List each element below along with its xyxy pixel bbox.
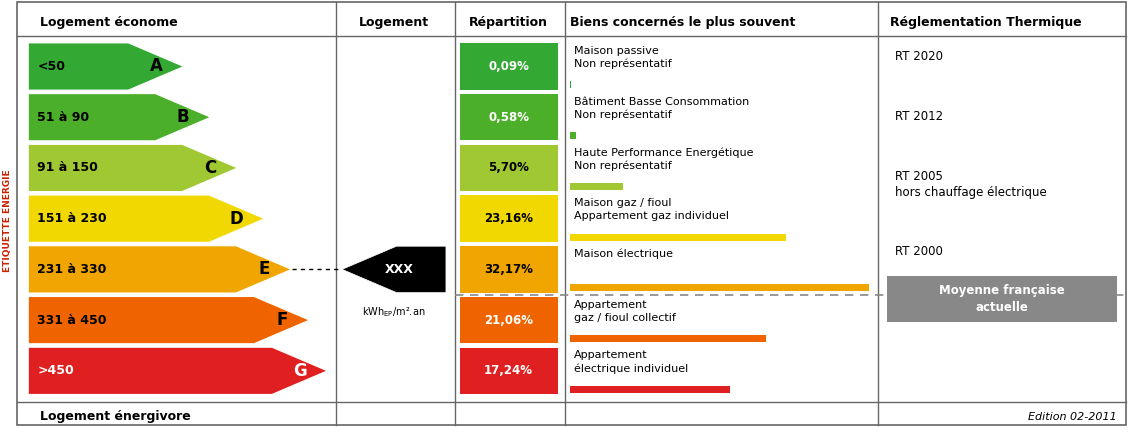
Text: C: C: [204, 159, 216, 177]
Bar: [570, 132, 576, 139]
Text: 21,06%: 21,06%: [484, 313, 533, 326]
Text: Appartement: Appartement: [574, 350, 647, 360]
Bar: [570, 234, 786, 241]
Text: Appartement: Appartement: [574, 300, 647, 310]
Text: Haute Performance Energétique: Haute Performance Energétique: [574, 147, 753, 158]
Text: Réglementation Thermique: Réglementation Thermique: [890, 16, 1082, 29]
Text: RT 2005
hors chauffage électrique: RT 2005 hors chauffage électrique: [895, 170, 1047, 198]
Text: A: A: [150, 58, 163, 75]
Polygon shape: [342, 246, 446, 293]
Text: Répartition: Répartition: [470, 16, 548, 29]
Text: G: G: [292, 362, 307, 380]
Bar: [460, 297, 558, 343]
Text: Non représentatif: Non représentatif: [574, 160, 672, 171]
Text: 331 à 450: 331 à 450: [37, 313, 107, 326]
Bar: [570, 284, 869, 291]
Text: 32,17%: 32,17%: [484, 263, 533, 276]
Bar: [570, 386, 730, 393]
Text: 231 à 330: 231 à 330: [37, 263, 106, 276]
Text: D: D: [230, 210, 244, 228]
Bar: [460, 246, 558, 293]
Text: RT 2012: RT 2012: [895, 110, 944, 123]
Text: <50: <50: [37, 60, 65, 73]
Text: Biens concernés le plus souvent: Biens concernés le plus souvent: [570, 16, 796, 29]
Text: 23,16%: 23,16%: [484, 212, 533, 225]
Bar: [570, 183, 623, 190]
Bar: [570, 335, 765, 342]
Polygon shape: [28, 43, 184, 90]
Text: 151 à 230: 151 à 230: [37, 212, 107, 225]
Bar: [460, 195, 558, 242]
Text: 91 à 150: 91 à 150: [37, 162, 98, 174]
Bar: [460, 348, 558, 394]
Text: Non représentatif: Non représentatif: [574, 110, 672, 120]
Text: Non représentatif: Non représentatif: [574, 59, 672, 69]
Text: ETIQUETTE ENERGIE: ETIQUETTE ENERGIE: [3, 169, 12, 272]
Text: kWh$_{\mathsf{EP}}$/m².an: kWh$_{\mathsf{EP}}$/m².an: [362, 305, 426, 319]
Text: RT 2020: RT 2020: [895, 50, 944, 63]
Text: 0,58%: 0,58%: [488, 111, 530, 124]
Bar: [460, 145, 558, 191]
Text: Maison électrique: Maison électrique: [574, 249, 673, 259]
Text: gaz / fioul collectif: gaz / fioul collectif: [574, 313, 675, 323]
Text: Logement énergivore: Logement énergivore: [40, 410, 191, 423]
Text: F: F: [277, 311, 288, 329]
Text: B: B: [177, 108, 190, 126]
Text: 17,24%: 17,24%: [484, 364, 533, 377]
Text: Moyenne française
actuelle: Moyenne française actuelle: [939, 284, 1065, 314]
Text: Appartement gaz individuel: Appartement gaz individuel: [574, 211, 728, 221]
Text: 5,70%: 5,70%: [488, 162, 530, 174]
Text: Logement: Logement: [359, 16, 429, 29]
Bar: [460, 43, 558, 90]
Polygon shape: [28, 297, 309, 344]
Text: Logement économe: Logement économe: [40, 16, 177, 29]
Text: Bâtiment Basse Consommation: Bâtiment Basse Consommation: [574, 97, 749, 107]
Polygon shape: [28, 144, 237, 191]
Text: électrique individuel: électrique individuel: [574, 363, 688, 374]
Text: RT 2000: RT 2000: [895, 245, 943, 258]
Text: E: E: [259, 260, 270, 278]
Polygon shape: [28, 347, 327, 394]
Text: 0,09%: 0,09%: [488, 60, 530, 73]
Bar: [887, 276, 1117, 322]
Polygon shape: [28, 94, 211, 141]
Text: Maison passive: Maison passive: [574, 46, 658, 56]
Text: Edition 02-2011: Edition 02-2011: [1027, 411, 1117, 422]
Polygon shape: [28, 246, 291, 293]
Bar: [460, 94, 558, 140]
Text: Maison gaz / fioul: Maison gaz / fioul: [574, 198, 671, 208]
Text: XXX: XXX: [385, 263, 414, 276]
Text: 51 à 90: 51 à 90: [37, 111, 89, 124]
Text: >450: >450: [37, 364, 75, 377]
Polygon shape: [28, 195, 264, 242]
